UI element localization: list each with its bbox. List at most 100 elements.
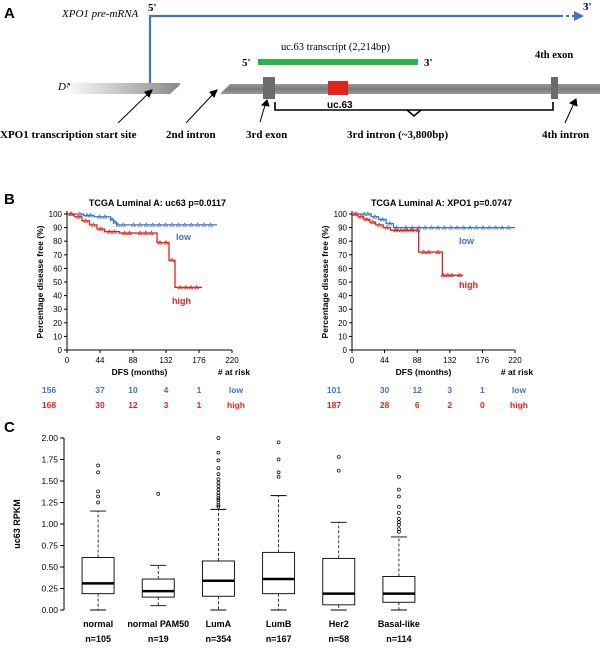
km-censor-low [109, 216, 115, 222]
km-censor-high [364, 216, 370, 222]
km-y-tick-label: 50 [338, 278, 347, 287]
km-censor-high [435, 249, 441, 254]
km-censor-low [435, 224, 441, 230]
box-iqr [81, 557, 115, 595]
box-iqr [201, 560, 235, 597]
km-curve-low [67, 213, 217, 226]
box-outlier [397, 487, 401, 492]
km-censor-high [183, 284, 189, 290]
pre-mrna-arrowhead [574, 11, 584, 21]
km-censor-low [467, 224, 473, 230]
km-censor-high [194, 284, 200, 290]
km-y-tick-label: 90 [53, 224, 62, 233]
km-censor-low [195, 222, 201, 227]
box-y-tick-label: 1.00 [41, 519, 58, 529]
box-category-label: LumA [206, 619, 232, 629]
km-censor-low [175, 222, 181, 227]
box-category-label: Her2 [329, 619, 349, 629]
third-intron-bracket-tip [406, 109, 422, 118]
box-y-label: uc63 RPKM [12, 499, 22, 549]
km-censor-high [121, 230, 128, 235]
second-intron-label: 2nd intron [166, 129, 216, 141]
box-n-label: n=354 [206, 634, 232, 644]
km-y-label: Percentage disease free (%) [35, 225, 45, 338]
box-outlier [397, 494, 401, 499]
km-censor-low [473, 224, 479, 230]
box-category-label: normal [83, 619, 113, 629]
km-x-tick-label: 88 [129, 356, 138, 365]
km-x-tick-label: 132 [159, 356, 173, 365]
km-censor-high [426, 249, 432, 254]
km-risk-count: 30 [95, 400, 105, 410]
km-y-tick-label: 10 [338, 332, 347, 341]
fourth-intron-pointer-head [568, 98, 578, 107]
km-censor-low [461, 224, 467, 230]
km-risk-count: 6 [415, 400, 420, 410]
box-outlier [216, 477, 221, 482]
box-iqr [262, 551, 296, 595]
km-risk-count: 28 [380, 400, 390, 410]
dna-gene-bar [220, 84, 600, 94]
box-outlier [216, 491, 221, 495]
km-censor-low [87, 212, 94, 218]
box-outlier [216, 500, 221, 505]
panel-a: A XPO1 pre-mRNA 5' 3' uc.63 transcript (… [0, 1, 600, 141]
box-outlier [397, 523, 401, 527]
km-censor-low [372, 214, 378, 219]
box-outlier [216, 472, 221, 476]
km-title: TCGA Luminal A: XPO1 p=0.0747 [371, 198, 512, 208]
km-censor-high [358, 214, 364, 219]
box-outlier [397, 504, 401, 509]
tss-pointer-line [117, 91, 151, 124]
km-risk-row-label: low [512, 385, 527, 395]
km-y-tick-label: 70 [338, 251, 347, 260]
third-intron-bracket [274, 102, 554, 111]
km-y-label: Percentage disease free (%) [320, 225, 330, 338]
km-censor-low [77, 211, 83, 216]
box-iqr [141, 578, 175, 598]
box-y-tick-label: 1.25 [41, 498, 58, 508]
km-censor-low [182, 222, 188, 227]
km-curve-high [352, 213, 464, 276]
km-risk-count: 156 [42, 385, 56, 395]
second-intron-pointer-line [185, 91, 216, 124]
km-censor-low [454, 224, 460, 230]
transcript-three-prime: 3' [424, 57, 433, 69]
box-n-label: n=105 [85, 634, 111, 644]
km-risk-count: 12 [128, 400, 138, 410]
km-censor-high [83, 218, 89, 223]
km-risk-count: 10 [128, 385, 138, 395]
km-risk-count: 4 [164, 385, 169, 395]
panel-a-label: A [4, 5, 15, 22]
uc63-region [328, 81, 348, 95]
box-outlier [397, 510, 401, 515]
box-y-tick-label: 0.75 [41, 541, 58, 551]
km-x-tick-label: 132 [443, 356, 457, 365]
box-outlier [216, 458, 221, 463]
box-outlier [276, 474, 281, 479]
km-curve-low [352, 213, 515, 229]
box-outlier [336, 455, 341, 459]
km-x-tick-label: 44 [96, 356, 105, 365]
km-risk-count: 3 [164, 400, 169, 410]
km-y-tick-label: 0 [343, 346, 348, 355]
km-x-tick-label: 0 [65, 356, 70, 365]
km-risk-count: 101 [327, 385, 341, 395]
km-y-tick-label: 60 [53, 264, 62, 273]
boxplot-uc63-rpkm: 0.00 0.25 0.50 0.75 1.00 1.25 1.50 1.75 2.00 uc63… [12, 433, 420, 644]
km-censor-low [120, 222, 126, 227]
km-risk-row-label: low [229, 385, 244, 395]
km-y-tick-label: 40 [53, 292, 62, 301]
three-prime-top: 3' [583, 1, 592, 13]
box-outlier [276, 470, 281, 475]
km-censor-high [393, 227, 399, 233]
km-censor-low [486, 224, 492, 230]
box-y-tick-label: 2.00 [41, 433, 58, 443]
km-censor-high [440, 272, 446, 277]
km-y-tick-label: 100 [334, 210, 348, 219]
km-censor-high [75, 214, 81, 219]
km-risk-count: 187 [327, 400, 341, 410]
box-outlier [216, 466, 221, 470]
box-outlier [156, 492, 161, 496]
km-censor-low [448, 224, 454, 230]
